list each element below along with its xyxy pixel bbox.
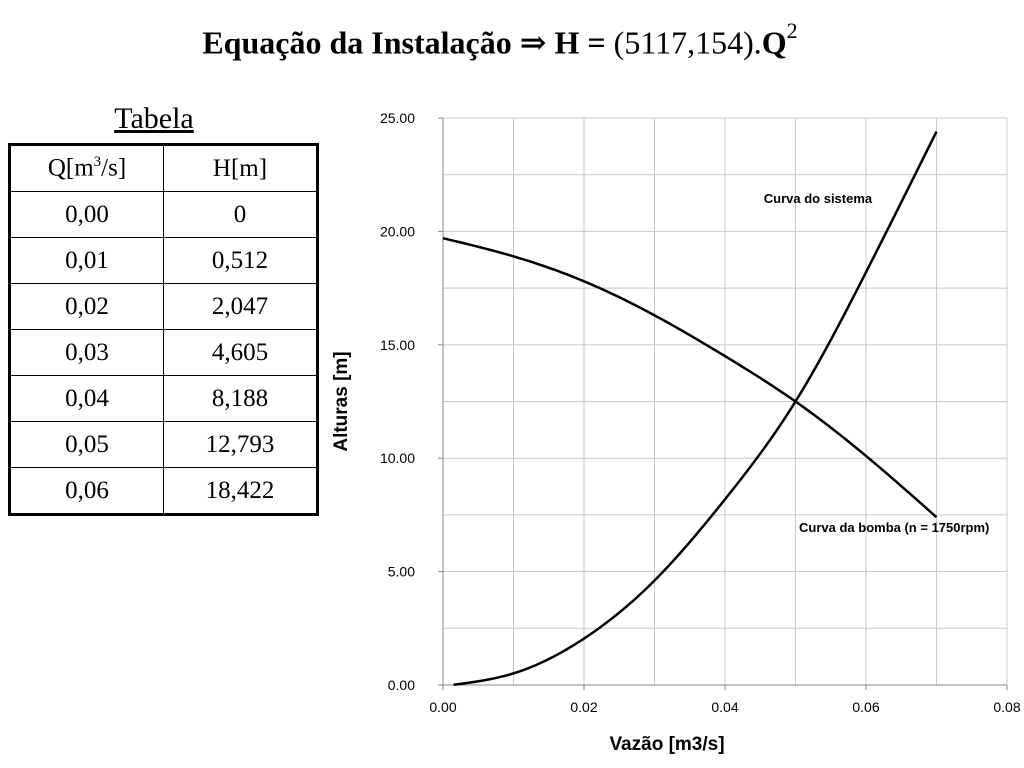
chart-tick-labels: 0.00 0.02 0.04 0.06 0.08 0.00 5.00 10.00 15.00 20… bbox=[380, 110, 1021, 715]
y-axis-title: Alturas [m] bbox=[331, 351, 352, 451]
equation-h-label: H = bbox=[554, 24, 606, 61]
equation-exponent: 2 bbox=[786, 18, 798, 43]
equation-title: Equação da Instalação ⇒ H = (5117,154).Q… bbox=[0, 18, 1000, 62]
y-tick-label: 10.00 bbox=[380, 450, 415, 466]
table-cell-q: 0,01 bbox=[9, 237, 164, 284]
table-cell-q: 0,00 bbox=[9, 191, 164, 238]
table-cell-h: 12,793 bbox=[163, 421, 318, 468]
table-row: 0,03 4,605 bbox=[9, 329, 318, 376]
chart-axes bbox=[438, 117, 1008, 690]
table-cell-q: 0,05 bbox=[9, 421, 164, 468]
y-tick-label: 20.00 bbox=[380, 223, 415, 239]
table-cell-h: 2,047 bbox=[163, 283, 318, 330]
x-tick-label: 0.06 bbox=[852, 699, 879, 715]
equation-title-text: Equação da Instalação bbox=[202, 24, 512, 61]
table-cell-q: 0,06 bbox=[9, 467, 164, 515]
table-cell-q: 0,03 bbox=[9, 329, 164, 376]
table-cell-q: 0,04 bbox=[9, 375, 164, 422]
table-header-h: H[m] bbox=[163, 144, 318, 192]
table-row: 0,01 0,512 bbox=[9, 237, 318, 284]
table-cell-h: 4,605 bbox=[163, 329, 318, 376]
table-header-q-sup: 3 bbox=[93, 154, 102, 171]
chart-grid bbox=[442, 117, 1008, 686]
table-row: 0,00 0 bbox=[9, 191, 318, 238]
y-tick-label: 25.00 bbox=[380, 110, 415, 126]
x-tick-label: 0.08 bbox=[993, 699, 1020, 715]
series-label-curva-da-bomba: Curva da bomba (n = 1750rpm) bbox=[799, 520, 989, 535]
x-axis-title: Vazão [m3/s] bbox=[609, 734, 724, 755]
table-header-q-base: Q[m bbox=[47, 154, 94, 182]
x-tick-label: 0.04 bbox=[711, 699, 738, 715]
table-header-q-tail: /s] bbox=[101, 154, 127, 182]
table-row: 0,06 18,422 bbox=[9, 467, 318, 515]
x-tick-label: 0.02 bbox=[570, 699, 597, 715]
y-tick-label: 0.00 bbox=[388, 677, 415, 693]
table-row: 0,05 12,793 bbox=[9, 421, 318, 468]
y-tick-label: 5.00 bbox=[388, 564, 415, 580]
series-label-curva-do-sistema: Curva do sistema bbox=[764, 191, 873, 206]
chart-series bbox=[442, 131, 938, 687]
x-tick-label: 0.00 bbox=[429, 699, 456, 715]
implies-arrow-icon: ⇒ bbox=[519, 24, 547, 61]
table-header-q: Q[m3/s] bbox=[9, 144, 164, 192]
y-tick-label: 15.00 bbox=[380, 337, 415, 353]
table-cell-h: 18,422 bbox=[163, 467, 318, 515]
series-line-curva-do-sistema bbox=[453, 131, 938, 687]
series-line-curva-da-bomba bbox=[442, 236, 938, 519]
equation-coefficient: (5117,154). bbox=[613, 24, 762, 61]
table-cell-q: 0,02 bbox=[9, 283, 164, 330]
table-title: Tabela bbox=[114, 102, 194, 135]
data-table: Q[m3/s] H[m] 0,00 0 0,01 0,512 0,02 2,047 0… bbox=[8, 143, 319, 516]
table-cell-h: 0,512 bbox=[163, 237, 318, 284]
table-header-row: Q[m3/s] H[m] bbox=[9, 144, 318, 192]
table-row: 0,02 2,047 bbox=[9, 283, 318, 330]
equation-q-label: Q bbox=[761, 24, 787, 61]
